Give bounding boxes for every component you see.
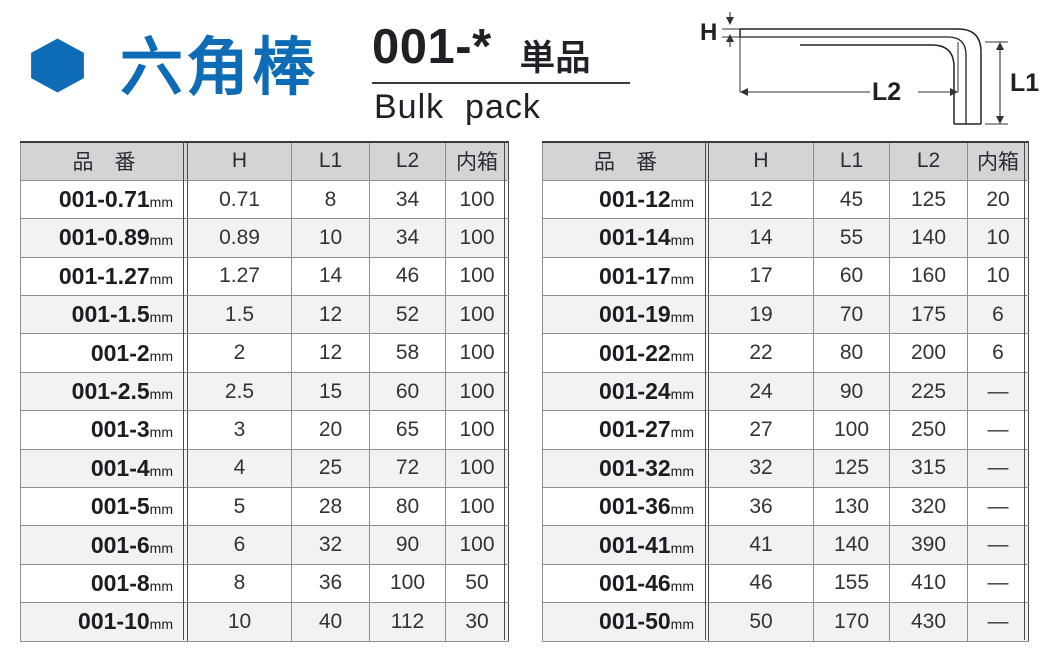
svg-text:L1: L1 bbox=[1010, 69, 1039, 97]
svg-text:H: H bbox=[700, 19, 717, 46]
svg-text:L2: L2 bbox=[872, 78, 901, 106]
